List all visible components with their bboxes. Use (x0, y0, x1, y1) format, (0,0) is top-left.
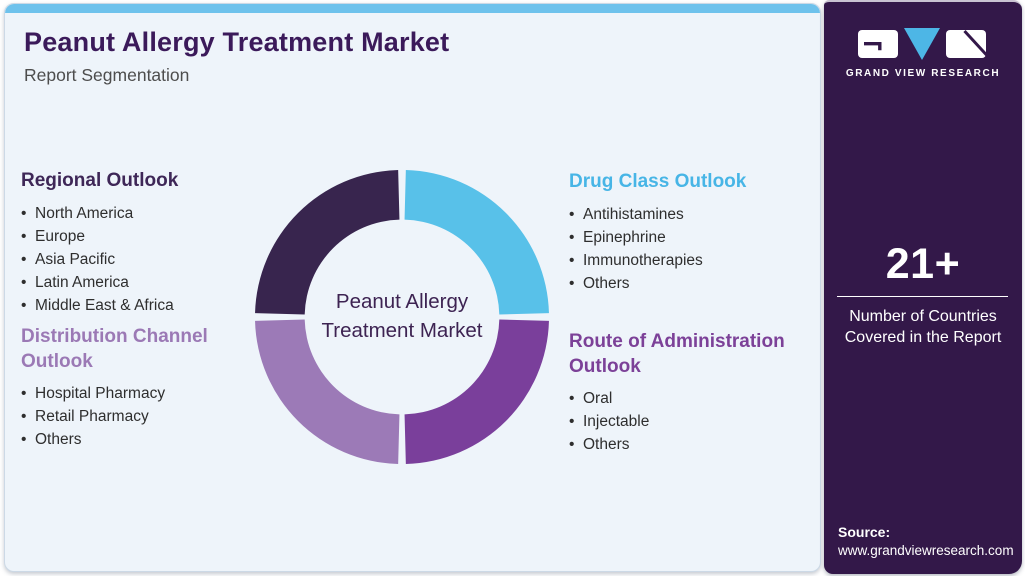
donut-chart: Peanut Allergy Treatment Market (253, 168, 551, 466)
donut-segment-top-right (404, 170, 549, 315)
section-list: North America Europe Asia Pacific Latin … (21, 202, 256, 317)
section-list: Antihistamines Epinephrine Immunotherapi… (569, 203, 809, 295)
logo-wordmark: GRAND VIEW RESEARCH (845, 68, 1001, 79)
gvr-logo: GRAND VIEW RESEARCH (824, 28, 1022, 79)
stat-value: 21+ (885, 240, 961, 288)
donut-segment-bottom-right (404, 319, 549, 464)
stat-caption: Number of Countries Covered in the Repor… (844, 308, 1002, 347)
donut-chart-svg (255, 170, 549, 464)
source-block: Source: www.grandviewresearch.com (838, 524, 1014, 558)
section-route-of-administration-outlook: Route of Administration Outlook Oral Inj… (569, 330, 809, 456)
top-accent-bar (5, 4, 820, 13)
main-panel: Peanut Allergy Treatment Market Report S… (4, 3, 821, 572)
title-block: Peanut Allergy Treatment Market Report S… (24, 27, 450, 86)
list-item: Middle East & Africa (21, 294, 256, 317)
section-title: Regional Outlook (21, 170, 179, 191)
donut-segment-top-left (255, 170, 400, 315)
list-item: Others (21, 428, 231, 451)
list-item: Oral (569, 387, 809, 410)
list-item: Europe (21, 225, 256, 248)
list-item: Immunotherapies (569, 249, 809, 272)
list-item: Hospital Pharmacy (21, 382, 231, 405)
gvr-logo-icon (858, 28, 988, 60)
donut-segment-bottom-left (255, 319, 400, 464)
section-distribution-channel-outlook: Distribution Channel Outlook Hospital Ph… (21, 325, 231, 451)
section-list: Hospital Pharmacy Retail Pharmacy Others (21, 382, 231, 451)
section-regional-outlook: Regional Outlook North America Europe As… (21, 169, 256, 317)
page-title: Peanut Allergy Treatment Market (24, 27, 450, 57)
list-item: Injectable (569, 410, 809, 433)
list-item: North America (21, 202, 256, 225)
source-url: www.grandviewresearch.com (838, 543, 1014, 558)
section-list: Oral Injectable Others (569, 387, 809, 456)
list-item: Antihistamines (569, 203, 809, 226)
logo-r-block (946, 30, 986, 58)
logo-v-triangle (904, 28, 940, 60)
list-item: Others (569, 433, 809, 456)
list-item: Retail Pharmacy (21, 405, 231, 428)
page-subtitle: Report Segmentation (24, 64, 190, 85)
section-title: Distribution Channel Outlook (21, 326, 208, 372)
list-item: Others (569, 272, 809, 295)
section-title: Drug Class Outlook (569, 171, 747, 192)
stat-divider (837, 296, 1008, 297)
brand-sidebar: GRAND VIEW RESEARCH 21+ Number of Countr… (824, 0, 1022, 574)
section-title: Route of Administration Outlook (569, 331, 785, 377)
list-item: Epinephrine (569, 226, 809, 249)
section-drug-class-outlook: Drug Class Outlook Antihistamines Epinep… (569, 170, 809, 295)
logo-r-leg (963, 29, 988, 57)
list-item: Asia Pacific (21, 248, 256, 271)
logo-g-notch (864, 42, 882, 51)
countries-stat: 21+ Number of Countries Covered in the R… (824, 240, 1022, 348)
list-item: Latin America (21, 271, 256, 294)
source-label: Source: (838, 524, 891, 540)
